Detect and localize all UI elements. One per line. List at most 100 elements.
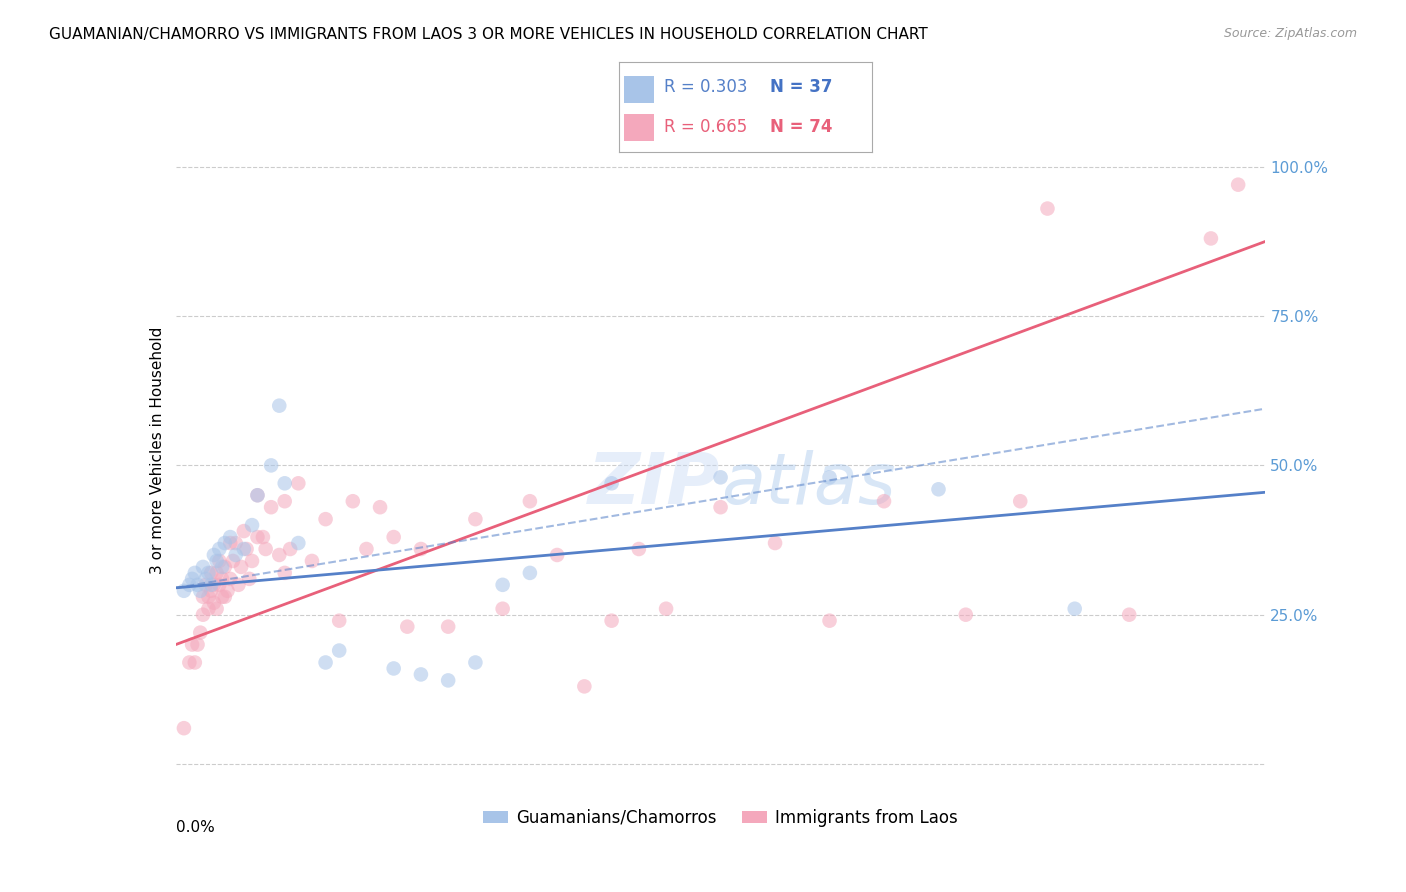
- Point: [186, 638, 209, 652]
- Point: [356, 541, 378, 556]
- Point: [274, 566, 297, 580]
- Point: [600, 476, 623, 491]
- Point: [194, 578, 217, 592]
- Point: [260, 458, 283, 473]
- Point: [342, 494, 364, 508]
- Point: [208, 541, 231, 556]
- Text: R = 0.303: R = 0.303: [664, 78, 748, 96]
- Point: [179, 656, 201, 670]
- Point: [287, 536, 309, 550]
- Point: [219, 536, 242, 550]
- Point: [269, 399, 291, 413]
- Point: [382, 661, 405, 675]
- Point: [246, 488, 269, 502]
- Point: [211, 572, 233, 586]
- Point: [382, 530, 405, 544]
- Point: [225, 536, 247, 550]
- Text: Source: ZipAtlas.com: Source: ZipAtlas.com: [1223, 27, 1357, 40]
- Point: [627, 541, 650, 556]
- Point: [186, 578, 209, 592]
- Point: [217, 583, 239, 598]
- Point: [214, 536, 236, 550]
- Point: [818, 614, 841, 628]
- Point: [184, 656, 207, 670]
- Point: [205, 554, 228, 568]
- Point: [396, 620, 419, 634]
- Point: [214, 560, 236, 574]
- Point: [1199, 231, 1222, 245]
- Point: [197, 601, 219, 615]
- Point: [260, 500, 283, 515]
- Point: [437, 620, 460, 634]
- Point: [1036, 202, 1059, 216]
- Point: [208, 554, 231, 568]
- FancyBboxPatch shape: [624, 114, 654, 141]
- Point: [269, 548, 291, 562]
- Point: [211, 560, 233, 574]
- Point: [184, 566, 207, 580]
- Point: [1063, 601, 1085, 615]
- Point: [274, 494, 297, 508]
- Point: [955, 607, 977, 622]
- Point: [225, 548, 247, 562]
- Point: [315, 512, 337, 526]
- Point: [205, 566, 228, 580]
- Point: [202, 596, 225, 610]
- Point: [211, 590, 233, 604]
- Point: [409, 667, 432, 681]
- Point: [173, 721, 195, 735]
- Point: [655, 601, 678, 615]
- Point: [409, 541, 432, 556]
- Point: [232, 541, 254, 556]
- Legend: Guamanians/Chamorros, Immigrants from Laos: Guamanians/Chamorros, Immigrants from La…: [477, 802, 965, 834]
- Point: [519, 566, 541, 580]
- Point: [200, 566, 222, 580]
- Text: N = 37: N = 37: [770, 78, 832, 96]
- Point: [492, 578, 515, 592]
- Point: [287, 476, 309, 491]
- Point: [222, 554, 245, 568]
- Text: ZIP: ZIP: [588, 450, 721, 519]
- Point: [200, 578, 222, 592]
- Point: [246, 530, 269, 544]
- Point: [464, 512, 486, 526]
- Y-axis label: 3 or more Vehicles in Household: 3 or more Vehicles in Household: [150, 326, 166, 574]
- Point: [437, 673, 460, 688]
- Point: [231, 560, 253, 574]
- Point: [181, 638, 204, 652]
- Point: [928, 483, 950, 497]
- Point: [301, 554, 323, 568]
- Point: [214, 590, 236, 604]
- Point: [873, 494, 896, 508]
- Point: [197, 566, 219, 580]
- Point: [188, 583, 211, 598]
- Point: [315, 656, 337, 670]
- Point: [274, 476, 297, 491]
- Text: GUAMANIAN/CHAMORRO VS IMMIGRANTS FROM LAOS 3 OR MORE VEHICLES IN HOUSEHOLD CORRE: GUAMANIAN/CHAMORRO VS IMMIGRANTS FROM LA…: [49, 27, 928, 42]
- Point: [232, 524, 254, 538]
- Point: [278, 541, 301, 556]
- Point: [1227, 178, 1250, 192]
- Point: [763, 536, 786, 550]
- Point: [368, 500, 391, 515]
- Point: [1118, 607, 1140, 622]
- Point: [240, 518, 263, 533]
- Point: [202, 548, 225, 562]
- Point: [208, 578, 231, 592]
- Text: atlas: atlas: [721, 450, 896, 519]
- Point: [546, 548, 568, 562]
- Point: [202, 578, 225, 592]
- Point: [240, 554, 263, 568]
- Point: [1010, 494, 1032, 508]
- Point: [464, 656, 486, 670]
- FancyBboxPatch shape: [624, 76, 654, 103]
- Point: [328, 614, 350, 628]
- Point: [574, 679, 596, 693]
- Point: [200, 583, 222, 598]
- Point: [228, 578, 250, 592]
- Point: [191, 607, 214, 622]
- Point: [238, 572, 260, 586]
- Point: [205, 601, 228, 615]
- Point: [252, 530, 274, 544]
- Point: [710, 470, 733, 484]
